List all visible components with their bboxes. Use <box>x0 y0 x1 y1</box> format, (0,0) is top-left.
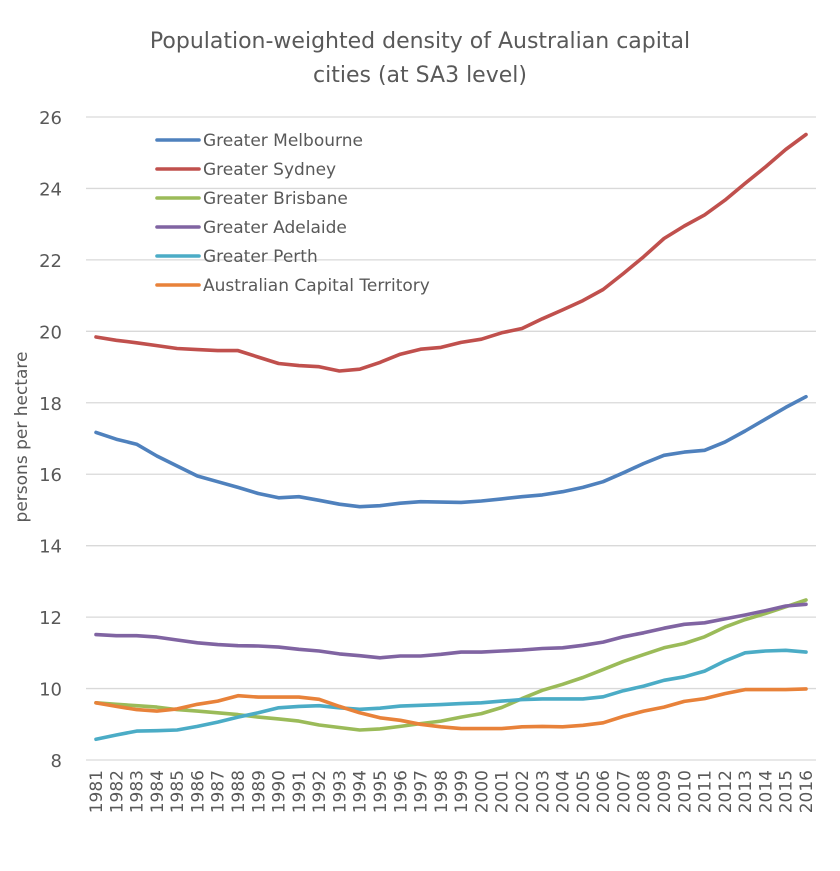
x-tick-label: 1985 <box>168 770 188 813</box>
series-lines <box>94 132 808 742</box>
x-tick-label: 1992 <box>310 770 330 813</box>
x-tick-label: 1996 <box>391 770 411 813</box>
x-tick-label: 1984 <box>148 770 168 813</box>
x-tick-label: 2003 <box>533 770 553 813</box>
y-tick-label: 26 <box>39 108 62 129</box>
y-tick-label: 8 <box>51 751 62 772</box>
legend-item-greater-adelaide: Greater Adelaide <box>155 218 347 238</box>
x-tick-label: 2001 <box>493 770 513 813</box>
x-tick-label: 2006 <box>594 770 614 813</box>
legend-item-greater-melbourne: Greater Melbourne <box>155 131 363 151</box>
x-tick-label: 1986 <box>188 770 208 813</box>
x-tick-label: 2008 <box>635 770 655 813</box>
x-tick-label: 2014 <box>756 770 776 813</box>
series-greater-perth <box>94 648 808 742</box>
x-tick-label: 2000 <box>472 770 492 813</box>
legend-item-australian-capital-territory: Australian Capital Territory <box>155 276 430 296</box>
x-tick-label: 2005 <box>574 770 594 813</box>
x-tick-label: 1995 <box>371 770 391 813</box>
x-tick-label: 2013 <box>736 770 756 813</box>
series-line-greater-sydney <box>94 132 808 373</box>
chart-title-line-2: cities (at SA3 level) <box>313 63 527 88</box>
series-greater-adelaide <box>94 602 808 660</box>
x-tick-label: 1990 <box>270 770 290 813</box>
x-tick-label: 2016 <box>797 770 817 813</box>
x-tick-label: 1981 <box>87 770 107 813</box>
legend-label: Greater Brisbane <box>203 189 348 209</box>
y-tick-label: 24 <box>39 179 62 200</box>
y-tick-label: 10 <box>39 680 62 701</box>
series-australian-capital-territory <box>94 687 808 731</box>
y-tick-label: 12 <box>39 608 62 629</box>
y-axis-label: persons per hectare <box>12 352 32 523</box>
series-line-greater-brisbane <box>94 598 808 732</box>
y-tick-label: 20 <box>39 322 62 343</box>
x-tick-label: 1993 <box>330 770 350 813</box>
series-line-greater-melbourne <box>94 394 808 509</box>
x-tick-label: 1987 <box>209 770 229 813</box>
series-line-greater-perth <box>94 648 808 742</box>
series-greater-brisbane <box>94 598 808 732</box>
series-greater-sydney <box>94 132 808 373</box>
x-tick-label: 1988 <box>229 770 249 813</box>
x-tick-label: 1994 <box>351 770 371 813</box>
x-tick-label: 2007 <box>614 770 634 813</box>
y-tick-label: 14 <box>39 537 62 558</box>
x-tick-label: 1999 <box>452 770 472 813</box>
x-tick-label: 1989 <box>249 770 269 813</box>
x-tick-label: 2010 <box>675 770 695 813</box>
legend-label: Greater Adelaide <box>203 218 347 238</box>
legend-item-greater-brisbane: Greater Brisbane <box>155 189 348 209</box>
gridlines <box>86 116 816 761</box>
y-tick-label: 18 <box>39 394 62 415</box>
series-line-greater-adelaide <box>94 602 808 660</box>
x-tick-label: 2011 <box>696 770 716 813</box>
x-tick-label: 1997 <box>412 770 432 813</box>
x-tick-label: 1998 <box>432 770 452 813</box>
legend-item-greater-sydney: Greater Sydney <box>155 160 336 180</box>
x-tick-label: 2015 <box>777 770 797 813</box>
chart-title-line-1: Population-weighted density of Australia… <box>150 29 690 54</box>
series-line-australian-capital-territory <box>94 687 808 731</box>
x-tick-label: 2004 <box>554 770 574 813</box>
x-tick-label: 1983 <box>128 770 148 813</box>
legend-item-greater-perth: Greater Perth <box>155 247 318 267</box>
y-tick-label: 22 <box>39 251 62 272</box>
y-axis-ticks: 8 10 12 14 16 18 20 22 24 26 <box>39 108 62 772</box>
x-tick-label: 2002 <box>513 770 533 813</box>
series-greater-melbourne <box>94 394 808 509</box>
x-tick-label: 2012 <box>716 770 736 813</box>
x-axis-ticks: 1981 1982 1983 1984 1985 1986 1987 1988 1989 1990… <box>87 770 817 813</box>
chart-title: Population-weighted density of Australia… <box>150 29 690 88</box>
y-tick-label: 16 <box>39 465 62 486</box>
legend: Greater Melbourne Greater Sydney Greater B… <box>155 131 430 296</box>
legend-label: Greater Perth <box>203 247 318 267</box>
x-tick-label: 1991 <box>290 770 310 813</box>
legend-label: Australian Capital Territory <box>203 276 430 296</box>
legend-label: Greater Melbourne <box>203 131 363 151</box>
x-tick-label: 2009 <box>655 770 675 813</box>
x-tick-label: 1982 <box>107 770 127 813</box>
legend-label: Greater Sydney <box>203 160 336 180</box>
